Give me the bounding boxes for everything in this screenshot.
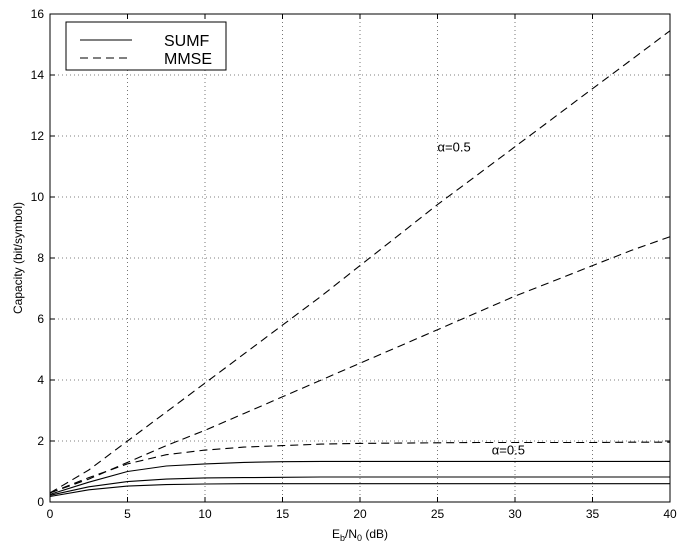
legend: SUMF MMSE — [65, 21, 227, 71]
axis-tick-labels: 0 5 10 15 20 25 30 35 40 0 2 4 6 8 10 12 14 16 — [31, 7, 677, 521]
legend-box — [65, 21, 227, 71]
alpha-annotation-1: α=0.5 — [438, 139, 471, 154]
axis-ticks — [49, 13, 671, 503]
x-tick-label: 35 — [586, 507, 600, 521]
series-mmse-line-3 — [49, 441, 670, 494]
y-tick-label: 2 — [37, 434, 44, 448]
series-sumf-line-4 — [49, 460, 670, 495]
y-axis-label: Capacity (bit/symbol) — [11, 202, 25, 314]
grid — [50, 14, 670, 502]
y-tick-label: 16 — [31, 7, 45, 21]
alpha-annotation-2: α=0.5 — [492, 443, 525, 458]
x-axis-label: Eb/N0 (dB) — [332, 527, 388, 543]
x-axis-label-sub-0: 0 — [357, 533, 362, 543]
y-tick-label: 0 — [37, 495, 44, 509]
annotations: α=0.5 α=0.5 — [438, 139, 525, 457]
x-axis-label-sub-b: b — [340, 533, 345, 543]
x-axis-label-main: E — [332, 527, 340, 541]
x-tick-label: 5 — [124, 507, 131, 521]
y-tick-label: 14 — [31, 68, 45, 82]
x-tick-label: 15 — [276, 507, 290, 521]
series-mmse-line-2 — [49, 236, 671, 494]
series-sumf-line-5 — [49, 476, 670, 496]
x-tick-label: 25 — [431, 507, 445, 521]
series-sumf-line-6 — [49, 483, 670, 498]
y-tick-label: 10 — [31, 190, 45, 204]
x-tick-label: 20 — [353, 507, 367, 521]
y-tick-label: 12 — [31, 129, 45, 143]
x-axis-label-tail: (dB) — [362, 527, 388, 541]
x-tick-label: 40 — [663, 507, 677, 521]
x-tick-label: 30 — [508, 507, 522, 521]
x-tick-label: 10 — [198, 507, 212, 521]
legend-label-mmse: MMSE — [164, 51, 212, 68]
series-layer — [49, 30, 671, 498]
x-axis-label-mid: /N — [345, 527, 357, 541]
x-tick-label: 0 — [47, 507, 54, 521]
y-tick-label: 6 — [37, 312, 44, 326]
legend-label-sumf: SUMF — [164, 33, 210, 50]
y-tick-label: 8 — [37, 251, 44, 265]
y-tick-label: 4 — [37, 373, 44, 387]
series-mmse-line-1 — [49, 30, 671, 494]
